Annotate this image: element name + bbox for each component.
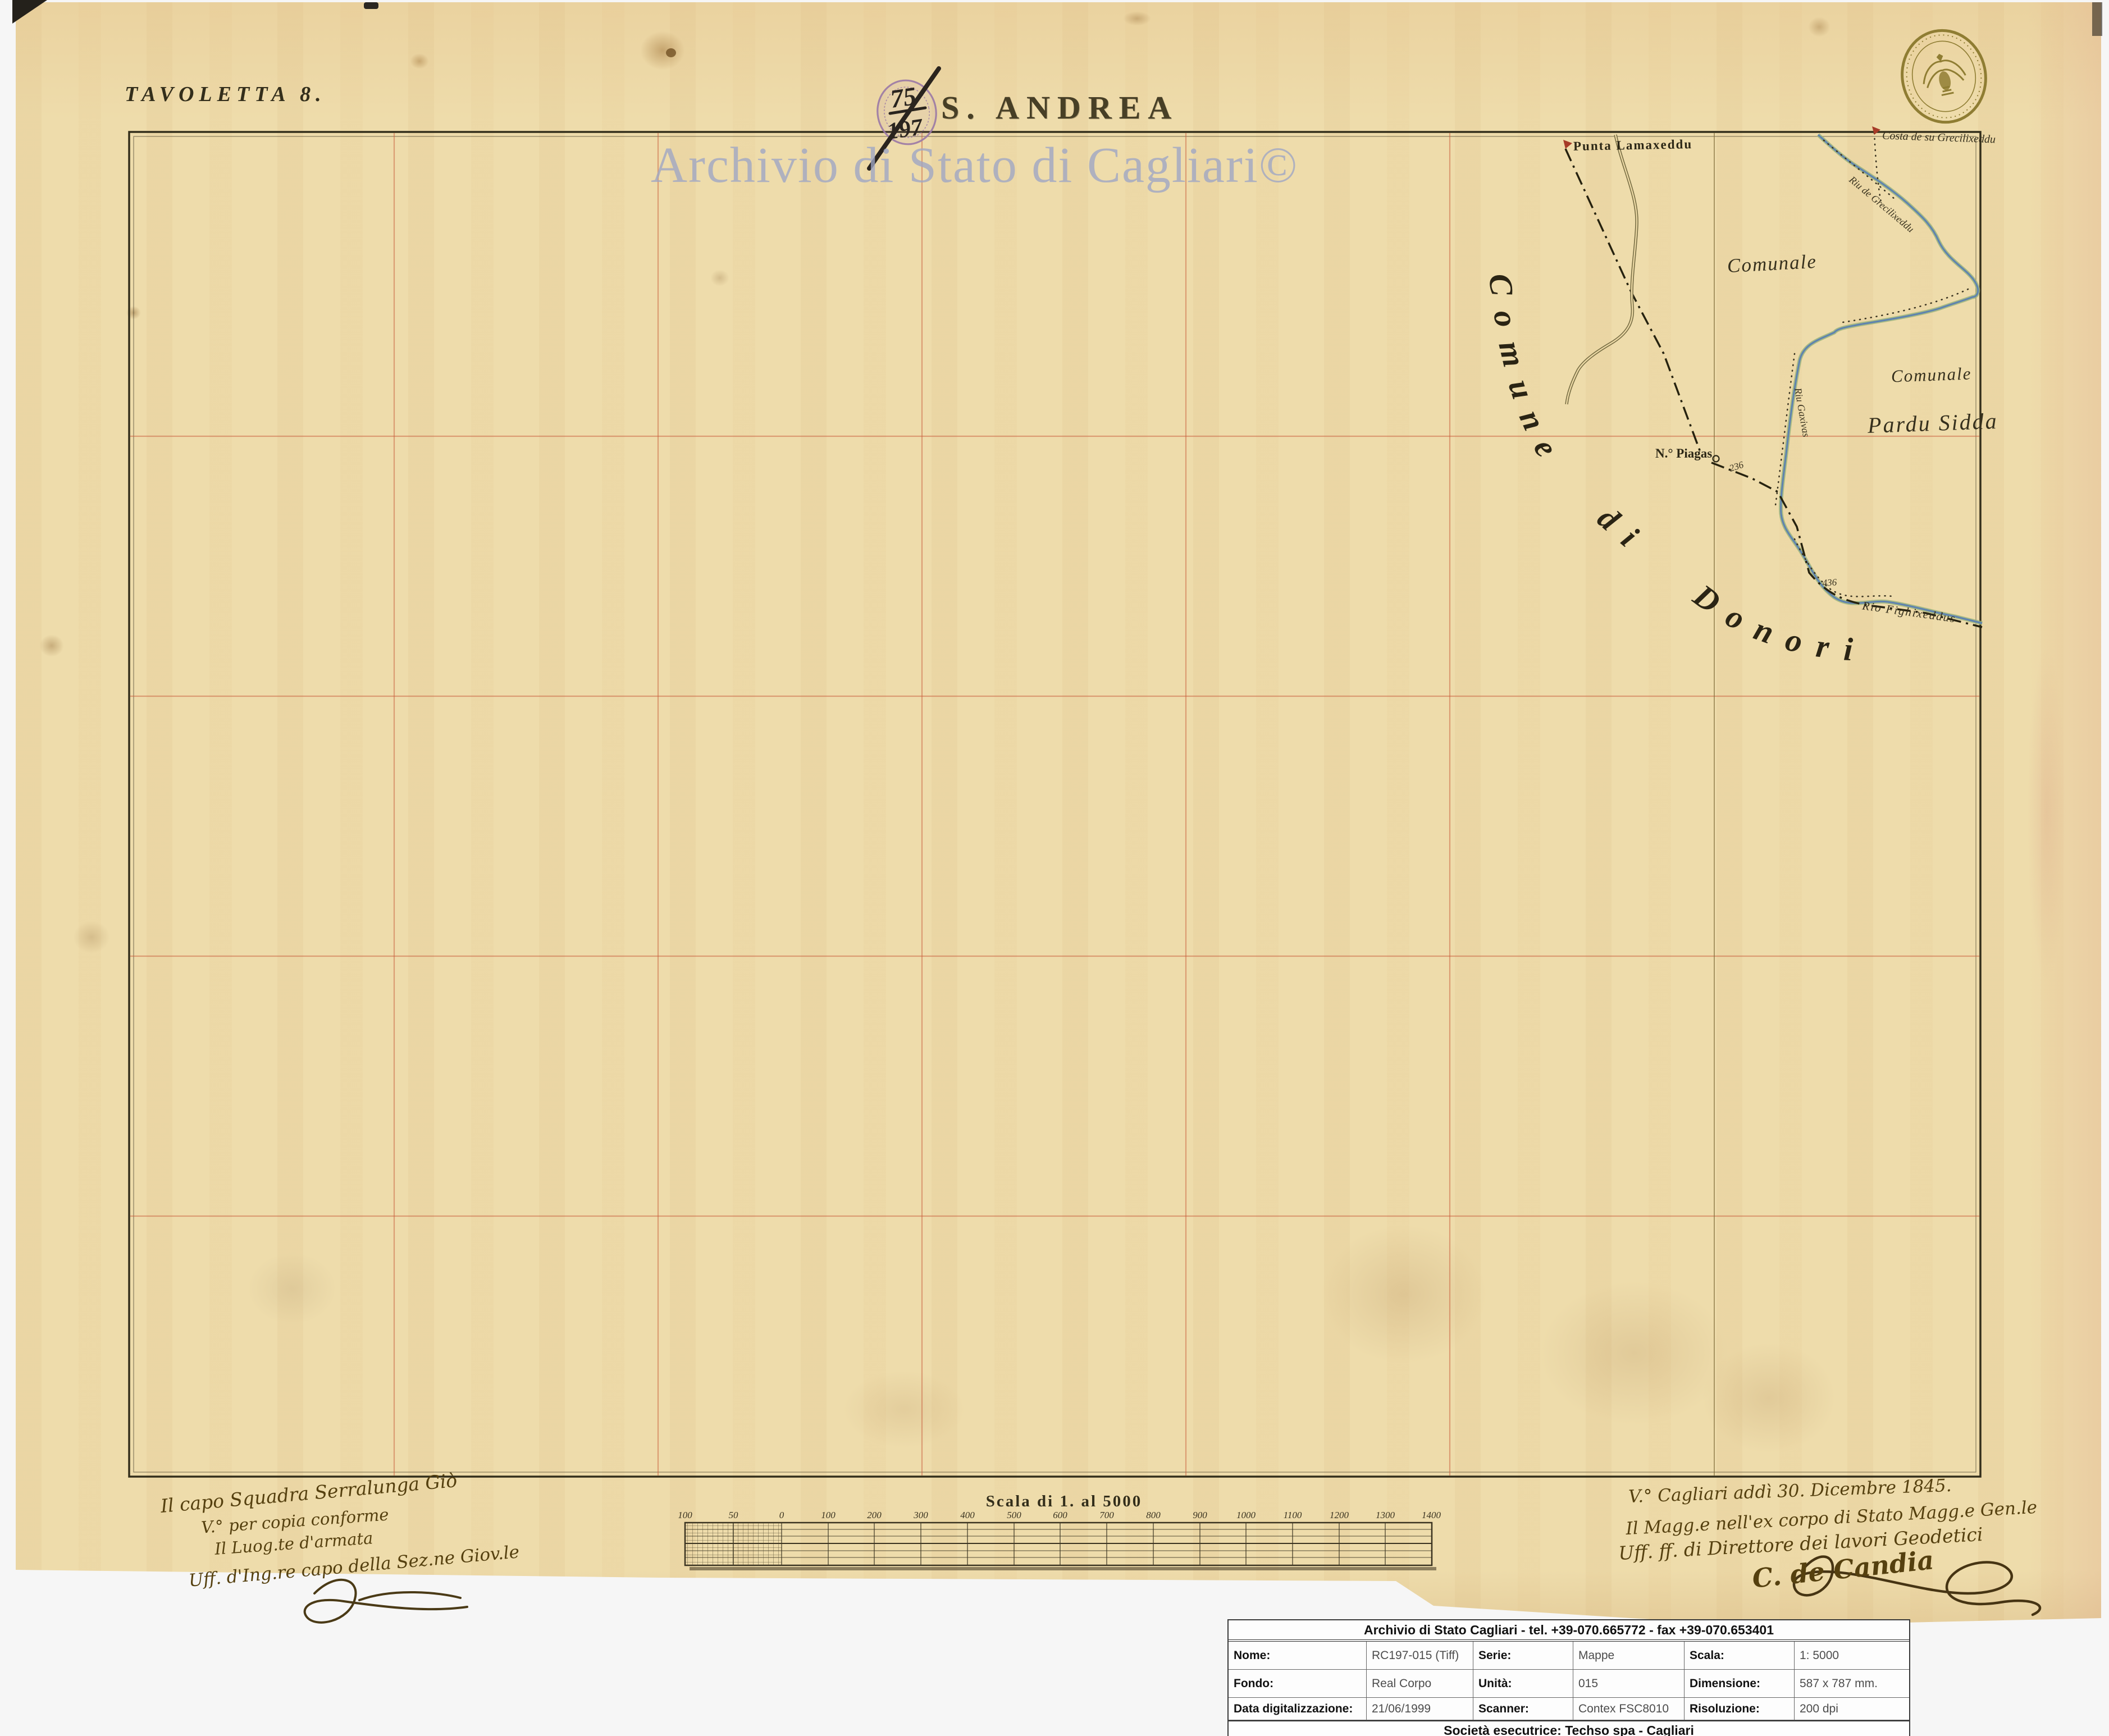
svg-text:800: 800	[1146, 1510, 1161, 1520]
scale-bar: 100 50 0 100 200 300 400 500 600 700 800…	[678, 1510, 1441, 1570]
n-piagas-marker-icon	[1712, 455, 1720, 463]
table-label: Scala:	[1685, 1642, 1795, 1670]
tavoletta-label: TAVOLETTA 8.	[125, 83, 326, 106]
boundary-number-236: 236	[1728, 459, 1745, 474]
table-value: 200 dpi	[1795, 1698, 1909, 1720]
svg-text:100: 100	[678, 1510, 692, 1520]
table-value: RC197-015 (Tiff)	[1367, 1642, 1473, 1670]
paper-edge-nick	[364, 2, 378, 9]
punta-lamaxeddu-label: Punta Lamaxeddu	[1573, 137, 1693, 153]
svg-text:1200: 1200	[1330, 1510, 1349, 1520]
scale-title: Scala di 1. al 5000	[985, 1492, 1143, 1510]
table-label: Data digitalizzazione:	[1229, 1698, 1367, 1720]
svg-text:100: 100	[821, 1510, 836, 1520]
svg-text:300: 300	[913, 1510, 928, 1520]
map-title: S. ANDREA	[941, 89, 1179, 126]
svg-text:0: 0	[779, 1510, 784, 1520]
red-grid	[130, 133, 1979, 1475]
svg-text:1400: 1400	[1422, 1510, 1441, 1520]
eagle-seal-icon	[1901, 29, 1987, 124]
comunale-lower-label: Comunale	[1891, 363, 1972, 386]
pardu-sidda-label: Pardu Sidda	[1867, 408, 1999, 438]
paper-edge-nick	[2092, 2, 2102, 36]
table-label: Fondo:	[1229, 1670, 1367, 1698]
table-label: Scanner:	[1473, 1698, 1573, 1720]
n-piagas-label: N.° Piagas	[1655, 446, 1713, 460]
table-label: Nome:	[1229, 1642, 1367, 1670]
svg-text:1100: 1100	[1284, 1510, 1302, 1520]
archive-table-header: Archivio di Stato Cagliari - tel. +39-07…	[1229, 1620, 1909, 1642]
river-label-gaxivas: Riu Gaxivas	[1792, 386, 1812, 438]
table-label: Risoluzione:	[1685, 1698, 1795, 1720]
table-value: Mappe	[1573, 1642, 1685, 1670]
table-label: Serie:	[1473, 1642, 1573, 1670]
map-border-inner	[133, 136, 1976, 1473]
road-center	[1565, 134, 1638, 405]
archive-watermark: Archivio di Stato di Cagliari©	[651, 138, 1299, 193]
punta-marker-icon	[1563, 140, 1572, 149]
comune-di-donori-label: Comune di Donori	[1482, 272, 1870, 669]
map-border	[128, 131, 1982, 1478]
table-value: 015	[1573, 1670, 1685, 1698]
table-value: 587 x 787 mm.	[1795, 1670, 1909, 1698]
table-value: 1: 5000	[1795, 1642, 1909, 1670]
right-signature-flourish	[1792, 1555, 2042, 1616]
boundary-line	[1564, 148, 1983, 628]
archive-table-footer: Società esecutrice: Techso spa - Cagliar…	[1229, 1720, 1909, 1736]
costa-marker-icon	[1872, 126, 1880, 135]
svg-text:1000: 1000	[1236, 1510, 1256, 1520]
svg-text:700: 700	[1099, 1510, 1114, 1520]
svg-text:400: 400	[960, 1510, 975, 1520]
river-number-436: 436	[1822, 577, 1837, 588]
costa-dotted-lines	[1774, 132, 1969, 597]
svg-text:900: 900	[1193, 1510, 1207, 1520]
svg-text:50: 50	[729, 1510, 739, 1520]
table-value: Contex FSC8010	[1573, 1698, 1685, 1720]
svg-text:500: 500	[1007, 1510, 1021, 1520]
svg-text:600: 600	[1053, 1510, 1067, 1520]
left-signature-flourish	[303, 1578, 468, 1624]
table-value: 21/06/1999	[1367, 1698, 1473, 1720]
table-label: Unità:	[1473, 1670, 1573, 1698]
archive-metadata-table: Archivio di Stato Cagliari - tel. +39-07…	[1227, 1619, 1910, 1736]
svg-text:200: 200	[867, 1510, 882, 1520]
stamp-ink-strokes	[867, 66, 941, 171]
comunale-upper-label: Comunale	[1727, 250, 1818, 277]
table-value: Real Corpo	[1367, 1670, 1473, 1698]
scale-bar-tick-labels: 100 50 0 100 200 300 400 500 600 700 800…	[678, 1510, 1441, 1520]
table-label: Dimensione:	[1685, 1670, 1795, 1698]
svg-text:1300: 1300	[1376, 1510, 1395, 1520]
paper-sheet	[16, 2, 2101, 1626]
